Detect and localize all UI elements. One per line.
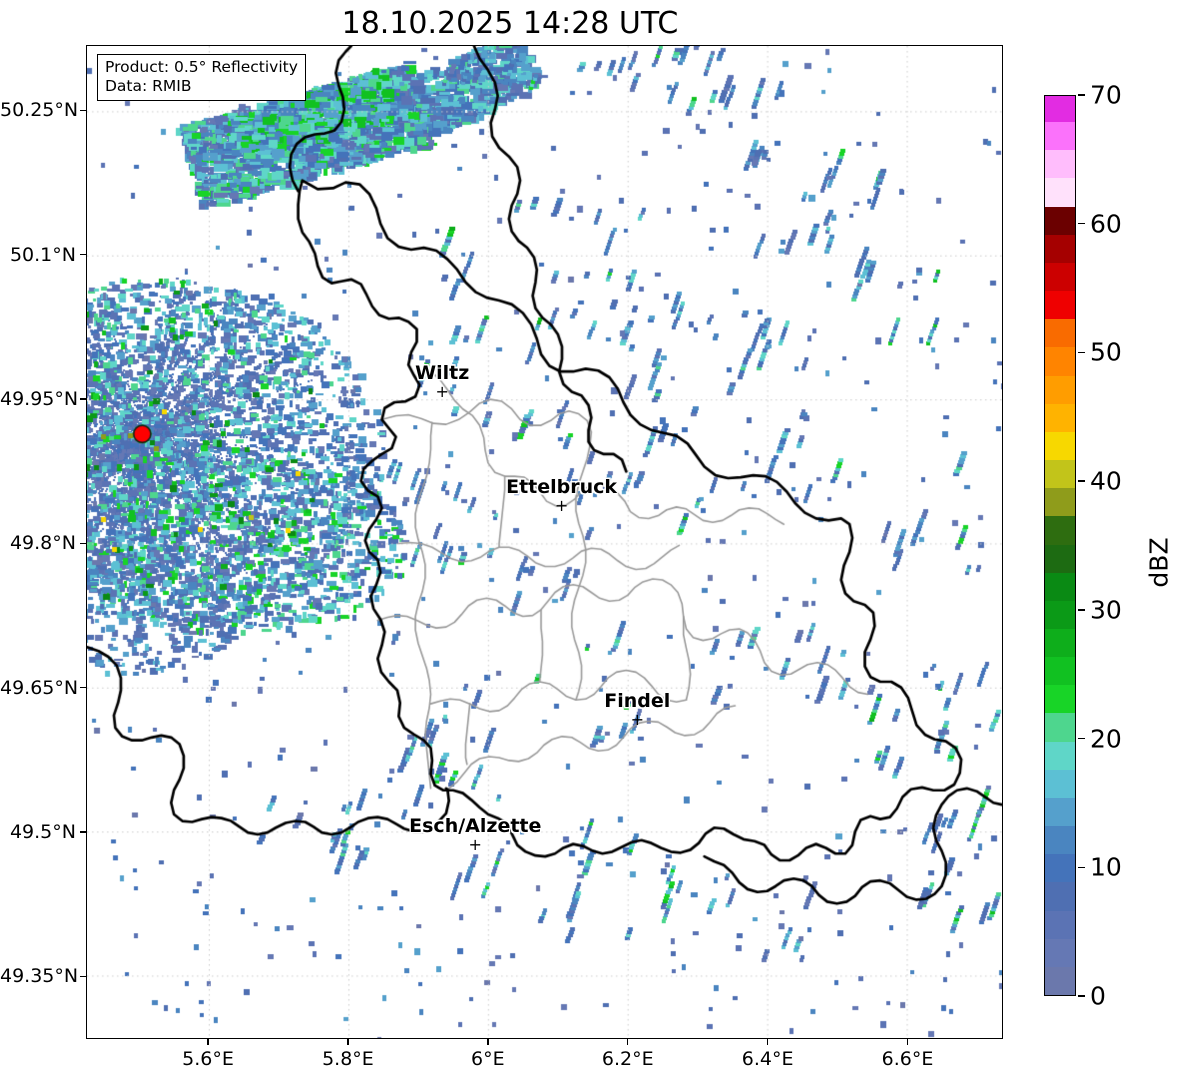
radar-map-axes[interactable]: Product: 0.5° Reflectivity Data: RMIB Wi… [86,45,1003,1039]
colorbar-band-12 [1045,628,1075,658]
colorbar-band-26 [1045,234,1075,263]
colorbar-tick-label-2: 20 [1090,724,1122,754]
colorbar-tick-mark-5 [1078,351,1085,354]
colorbar-tick-mark-2 [1078,737,1085,740]
colorbar-band-25 [1045,262,1075,292]
colorbar-band-20 [1045,403,1075,432]
colorbar-band-15 [1045,543,1075,573]
longitude-tick-label-0: 5.6°E [182,1048,234,1070]
longitude-tick-mark-1 [347,1039,349,1045]
longitude-tick-mark-5 [906,1039,909,1045]
colorbar-band-9 [1045,712,1075,742]
colorbar-tick-mark-7 [1078,94,1085,96]
colorbar-band-10 [1045,684,1075,714]
colorbar-tick-label-3: 30 [1090,595,1122,625]
latitude-tick-mark-5 [80,831,86,833]
city-label-ettelbruck: Ettelbruck + [506,476,618,516]
city-name-text: Esch/Alzette [409,815,542,838]
latitude-tick-mark-1 [80,254,86,256]
colorbar-tick-label-7: 70 [1090,80,1122,110]
colorbar-band-29 [1045,149,1075,179]
latitude-tick-label-1: 50.1°N [9,243,76,266]
longitude-tick-mark-3 [627,1039,629,1045]
colorbar-tick-label-0: 0 [1090,981,1106,1011]
colorbar-tick-label-4: 40 [1090,466,1122,496]
colorbar-band-21 [1045,374,1075,404]
longitude-tick-mark-4 [766,1039,769,1045]
longitude-tick-label-3: 6.2°E [601,1048,654,1070]
longitude-tick-label-1: 5.8°E [322,1048,374,1070]
city-name-text: Findel [604,690,671,713]
colorbar-band-3 [1045,881,1075,911]
city-label-wiltz: Wiltz + [415,362,470,402]
latitude-tick-mark-3 [80,542,86,545]
latitude-tick-mark-0 [80,109,86,112]
page-title: 18.10.2025 14:28 UTC [341,6,679,41]
colorbar-band-30 [1045,121,1075,151]
city-label-esch-alzette: Esch/Alzette + [409,815,542,855]
colorbar-band-7 [1045,769,1075,798]
colorbar-band-4 [1045,853,1075,883]
latitude-tick-label-4: 49.65°N [0,676,79,699]
colorbar-tick-label-5: 50 [1090,337,1122,367]
longitude-tick-mark-0 [207,1039,209,1045]
colorbar-band-23 [1045,318,1075,348]
colorbar-band-1 [1045,938,1075,967]
colorbar-band-8 [1045,741,1075,770]
product-info-line-2: Data: RMIB [105,77,192,95]
colorbar[interactable] [1044,95,1076,996]
longitude-tick-label-2: 6°E [471,1048,505,1070]
colorbar-band-2 [1045,909,1075,939]
city-label-findel: Findel + [604,690,671,730]
latitude-tick-label-3: 49.8°N [9,532,76,555]
colorbar-tick-mark-0 [1078,995,1085,997]
city-name-text: Wiltz [415,362,470,385]
colorbar-tick-label-1: 10 [1090,852,1122,882]
city-marker-icon: + [630,710,644,730]
city-marker-icon: + [468,835,482,855]
product-info-box: Product: 0.5° Reflectivity Data: RMIB [97,54,306,101]
colorbar-tick-mark-3 [1078,609,1085,611]
colorbar-band-17 [1045,487,1075,517]
latitude-tick-label-0: 50.25°N [0,99,79,122]
colorbar-tick-mark-4 [1078,480,1085,482]
colorbar-band-19 [1045,431,1075,461]
colorbar-band-16 [1045,515,1075,545]
colorbar-band-24 [1045,290,1075,320]
city-name-text: Ettelbruck [506,476,618,499]
colorbar-tick-mark-1 [1078,866,1085,868]
colorbar-band-31 [1045,96,1075,123]
colorbar-tick-label-6: 60 [1090,209,1122,239]
colorbar-axis-label: dBZ [1144,537,1174,588]
longitude-tick-mark-2 [487,1039,489,1045]
colorbar-band-11 [1045,656,1075,686]
colorbar-tick-mark-6 [1078,223,1085,225]
colorbar-band-5 [1045,825,1075,855]
map-borders-layer [87,46,1002,1038]
colorbar-band-18 [1045,459,1075,489]
latitude-tick-mark-6 [80,975,86,978]
longitude-tick-label-5: 6.6°E [881,1048,934,1070]
city-marker-icon: + [554,496,569,516]
colorbar-band-6 [1045,797,1075,827]
city-marker-icon: + [435,382,449,402]
latitude-tick-label-2: 49.95°N [0,388,79,411]
colorbar-band-0 [1045,966,1075,995]
colorbar-band-27 [1045,206,1075,235]
colorbar-band-13 [1045,600,1075,629]
colorbar-band-22 [1045,346,1075,376]
longitude-tick-label-4: 6.4°E [741,1048,794,1070]
colorbar-band-14 [1045,572,1075,601]
latitude-tick-mark-4 [80,687,86,689]
colorbar-band-28 [1045,177,1075,207]
product-info-line-1: Product: 0.5° Reflectivity [105,58,298,76]
latitude-tick-label-6: 49.35°N [0,965,79,988]
latitude-tick-mark-2 [80,398,86,400]
latitude-tick-label-5: 49.5°N [9,821,76,844]
